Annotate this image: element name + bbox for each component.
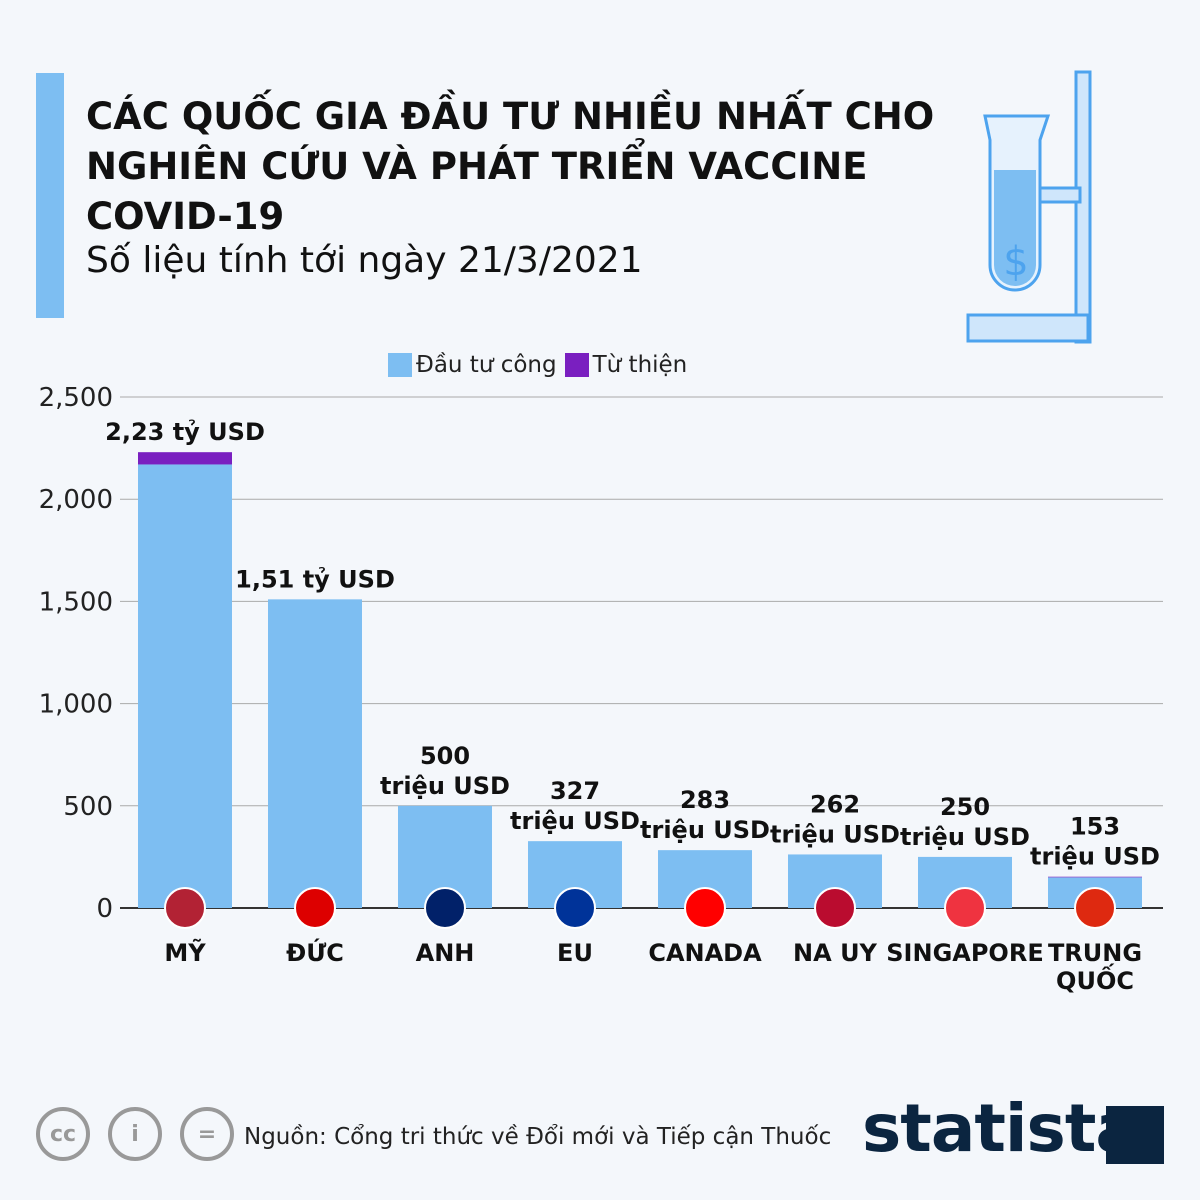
y-tick-label: 2,000 [39,485,113,515]
category-label: CANADA [648,939,762,967]
legend-swatch-charity [564,353,589,377]
legend-label-public: Đầu tư công [416,352,557,378]
category-label: NA UY [793,939,878,967]
no-derivatives-icon: = [180,1107,234,1161]
flag-icon [814,887,856,929]
category-label: QUỐC [1056,962,1134,995]
data-label: triệu USD [640,816,770,844]
bar-public [268,599,362,908]
data-label: 153 [1070,813,1120,841]
flag-icon [554,887,596,929]
bar-charity [138,452,232,465]
flag-icon [684,887,726,929]
flag-icon [294,887,336,929]
bar-public [138,464,232,908]
category-label: SINGAPORE [886,939,1043,967]
flag-icon [424,887,466,929]
legend-swatch-public [388,353,412,377]
test-tube-icon: $ [966,70,1092,344]
legend-label-charity: Từ thiện [592,352,688,378]
data-label: triệu USD [770,820,900,848]
flag-icon [164,887,206,929]
data-label: triệu USD [900,823,1030,851]
data-label: 327 [550,777,600,805]
attribution-icon: i [108,1107,162,1161]
data-label: triệu USD [510,807,640,835]
y-tick-label: 500 [63,792,113,822]
data-label: triệu USD [380,772,510,800]
legend: Đầu tư công Từ thiện [388,352,695,378]
cc-license-icon: cc [36,1107,90,1161]
svg-text:$: $ [1003,239,1028,285]
category-label: MỸ [164,938,206,967]
data-label: 250 [940,793,990,821]
category-label: EU [557,939,593,967]
statista-logo-mark [1106,1106,1164,1164]
y-tick-label: 2,500 [39,383,113,413]
bar-charity [1048,876,1142,878]
data-label: 2,23 tỷ USD [105,418,265,446]
category-label: ĐỨC [286,937,344,967]
y-tick-label: 0 [96,894,113,924]
y-tick-label: 1,500 [39,587,113,617]
flag-icon [1074,887,1116,929]
data-label: 1,51 tỷ USD [235,565,395,593]
chart-subtitle: Số liệu tính tới ngày 21/3/2021 [86,240,643,281]
source-text: Nguồn: Cổng tri thức về Đổi mới và Tiếp … [244,1124,832,1150]
data-label: 283 [680,786,730,814]
data-label: 262 [810,790,860,818]
flag-icon [944,887,986,929]
data-label: triệu USD [1030,843,1160,871]
accent-bar [36,73,64,318]
statista-logo[interactable]: statista [862,1090,1140,1167]
y-tick-label: 1,000 [39,690,113,720]
chart-title: CÁC QUỐC GIA ĐẦU TƯ NHIỀU NHẤT CHO NGHIÊ… [86,95,935,238]
category-label: TRUNG [1048,939,1142,967]
category-label: ANH [416,939,475,967]
bar-chart: 0 500 1,000 1,500 2,000 2,500 2,23 tỷ USD MỸ 1,5… [39,383,1163,995]
data-label: 500 [420,742,470,770]
